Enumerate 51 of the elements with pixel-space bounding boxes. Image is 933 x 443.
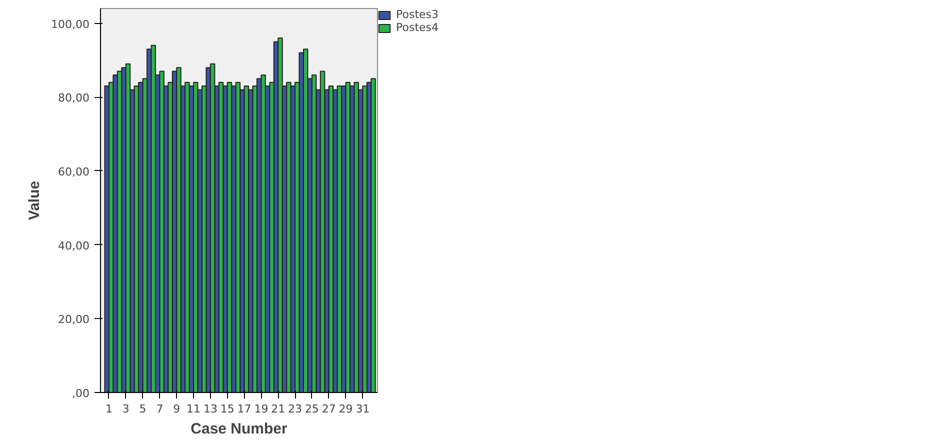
bar	[116, 70, 122, 392]
x-tick-label: 21	[271, 402, 286, 416]
y-tick-label: 60,00	[58, 165, 90, 178]
x-tick-label: 25	[304, 402, 319, 416]
x-tick-label: 27	[322, 402, 336, 416]
bar	[125, 63, 131, 392]
bar	[193, 82, 198, 392]
x-tick-label: 17	[237, 402, 252, 416]
bar	[244, 86, 250, 392]
bar	[150, 44, 156, 392]
bar	[311, 74, 317, 392]
x-tick-label: 13	[203, 402, 218, 416]
bar	[210, 63, 216, 392]
legend-label: Postes3	[396, 8, 439, 21]
bar	[159, 70, 164, 392]
x-tick-label: 11	[186, 402, 201, 416]
y-tick-label: 40,00	[58, 239, 90, 252]
bar	[336, 86, 342, 392]
bar	[235, 82, 241, 392]
bar	[226, 82, 232, 392]
bar	[184, 82, 190, 392]
bar	[328, 86, 334, 392]
bar	[370, 78, 376, 392]
y-axis-title: Value	[26, 180, 44, 220]
x-tick-label: 19	[254, 402, 268, 416]
x-axis-title: Case Number	[190, 420, 288, 438]
bar	[286, 82, 292, 392]
bar	[134, 86, 140, 392]
bar	[260, 74, 266, 392]
y-tick-label: 80,00	[58, 92, 90, 105]
x-tick-label: 31	[356, 402, 370, 416]
bar	[278, 38, 283, 392]
bar	[176, 67, 182, 392]
x-tick-label: 1	[105, 402, 112, 416]
x-tick-label: 7	[156, 402, 164, 416]
x-tick-label: 29	[338, 402, 353, 416]
bar	[354, 82, 359, 392]
y-tick-label: ,00	[72, 387, 90, 400]
legend-label: Postes4	[396, 21, 439, 34]
x-tick-label: 3	[122, 402, 130, 416]
y-tick-label: 100,00	[51, 18, 90, 31]
bar	[362, 86, 368, 392]
bar	[345, 82, 351, 392]
x-tick-label: 5	[139, 402, 146, 416]
x-tick-label: 9	[173, 402, 180, 416]
bar	[218, 82, 224, 392]
bar	[320, 70, 326, 392]
x-tick-label: 23	[288, 402, 302, 416]
bar	[302, 48, 308, 392]
x-tick-label: 15	[220, 402, 234, 416]
y-tick-label: 20,00	[58, 313, 90, 326]
